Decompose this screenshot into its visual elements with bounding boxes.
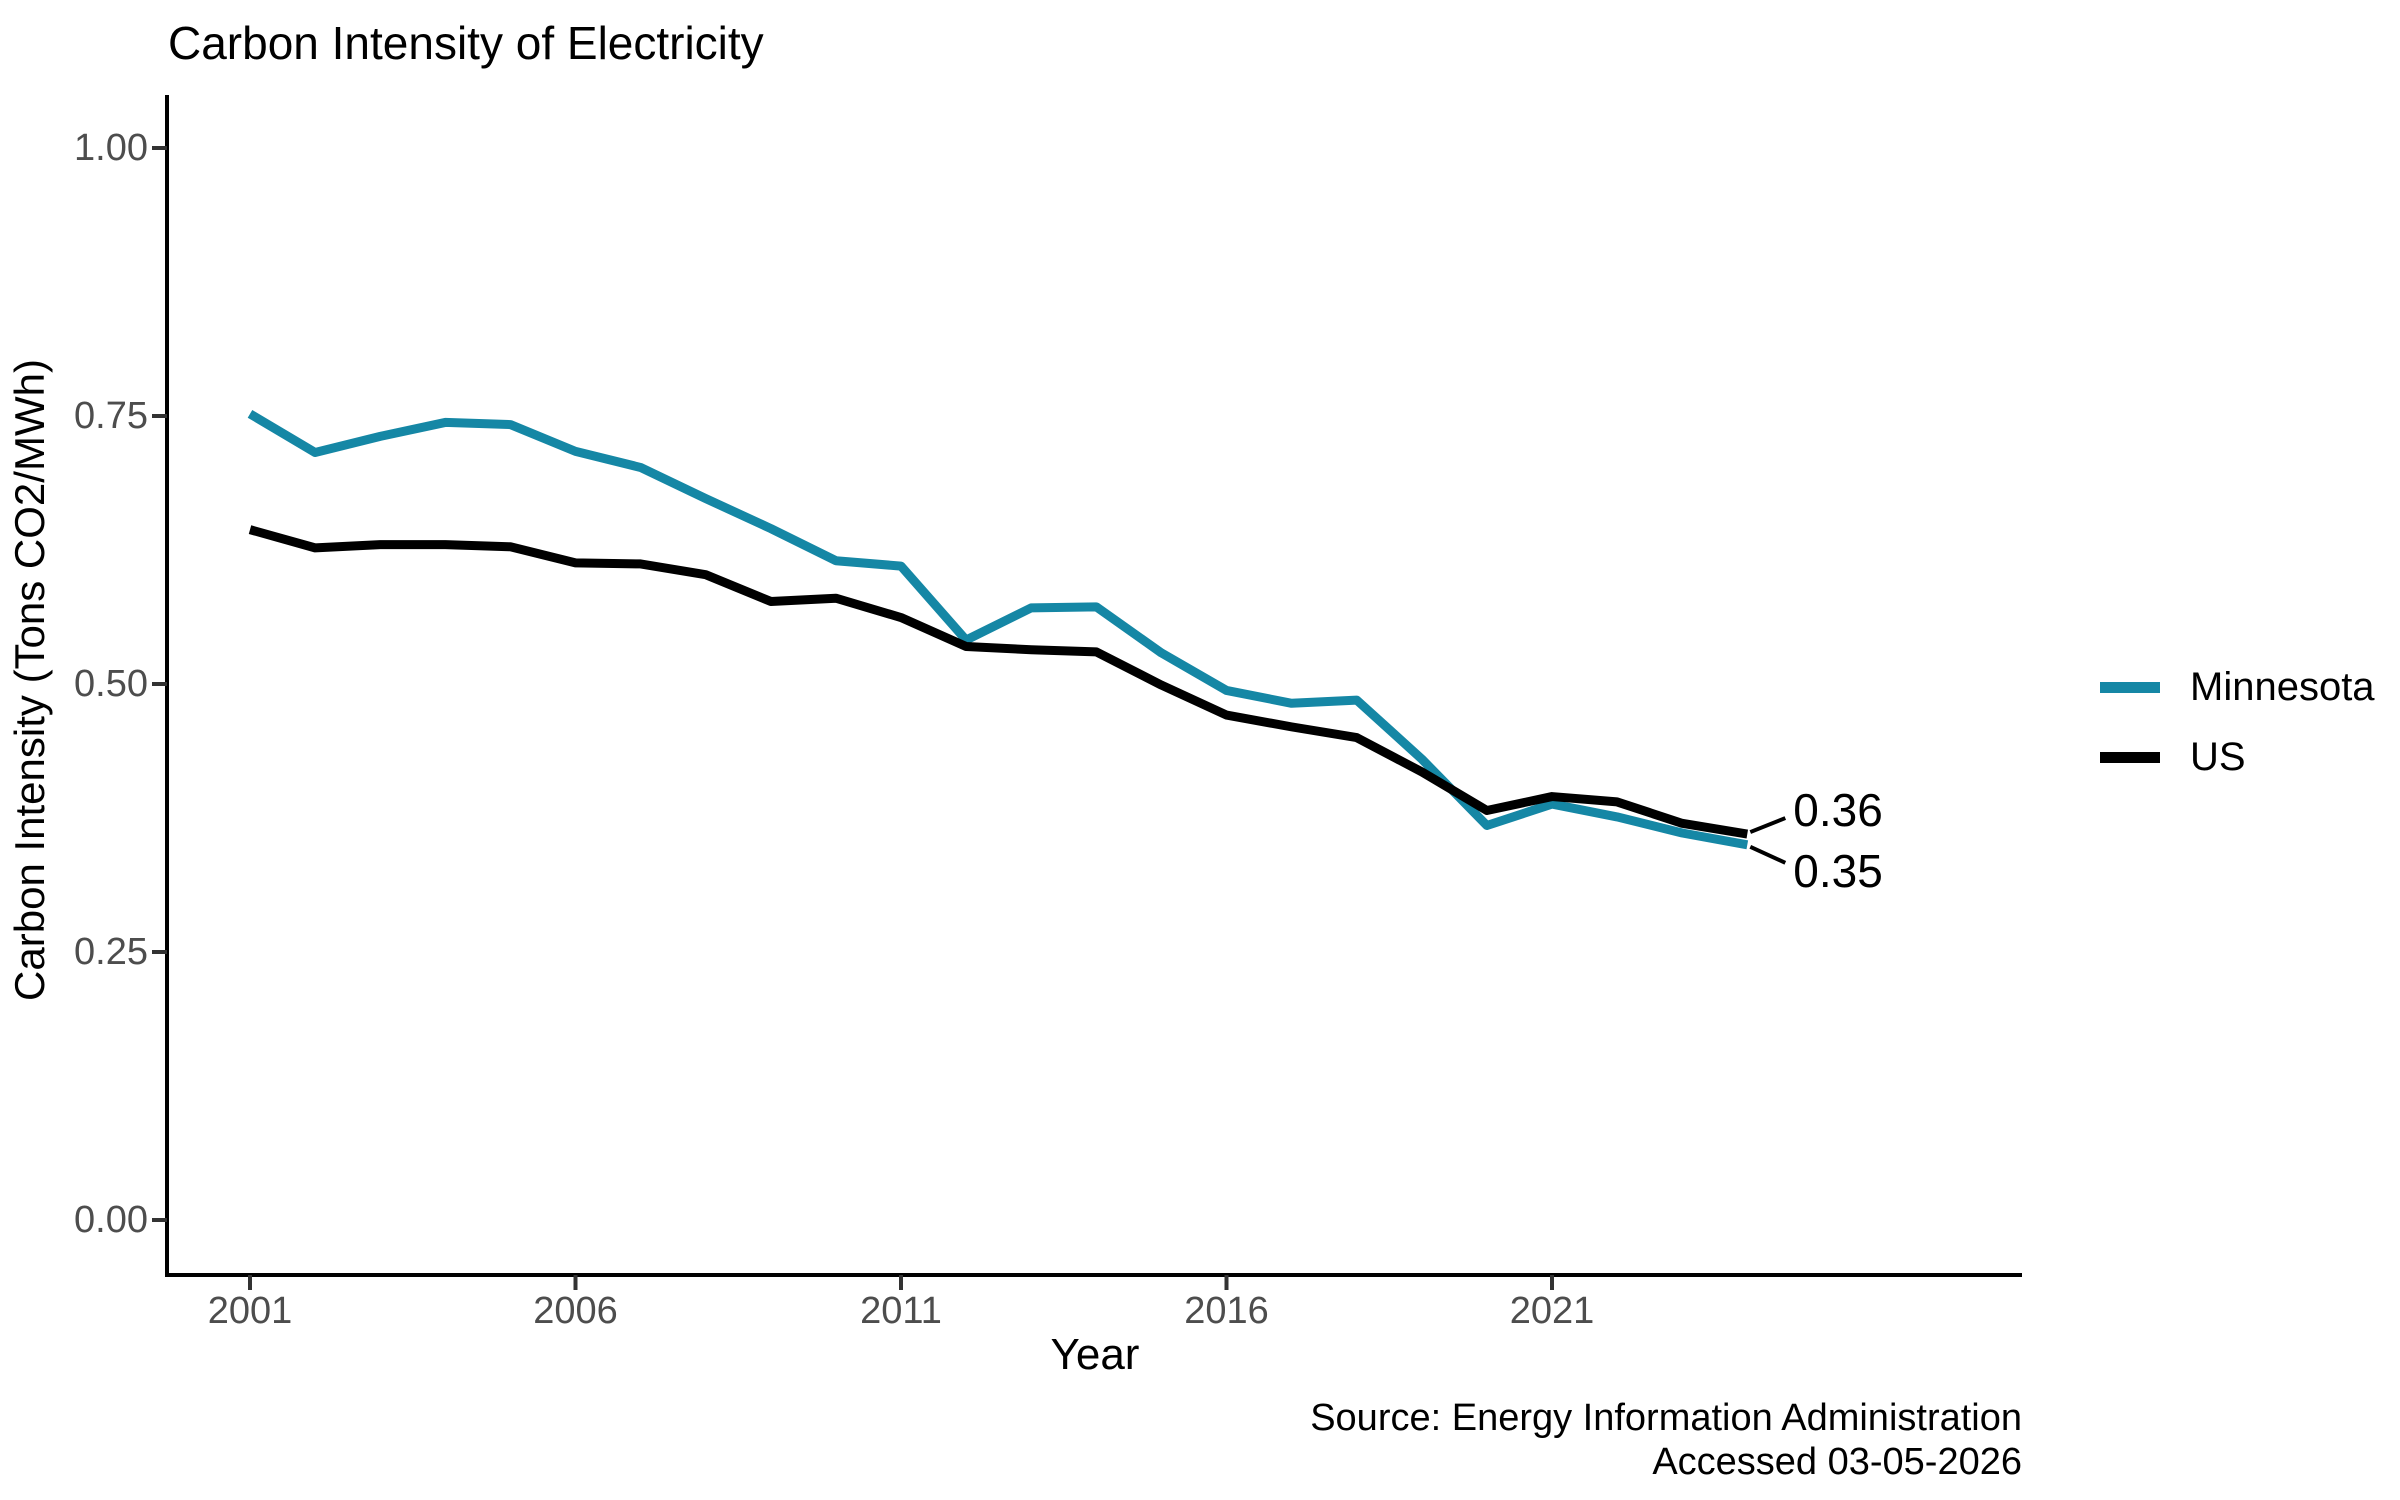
y-tick-label: 0.25 — [74, 931, 148, 973]
mn-label-connector-line — [1749, 844, 1787, 865]
x-tick-label: 2011 — [860, 1290, 942, 1332]
legend-label-minnesota: Minnesota — [2190, 664, 2375, 709]
legend-label-us: US — [2190, 734, 2246, 779]
legend-item-us: US — [2100, 722, 2375, 792]
legend: Minnesota US — [2100, 652, 2375, 792]
y-tick-label: 1.00 — [74, 127, 148, 169]
us-line — [248, 525, 1749, 839]
legend-item-minnesota: Minnesota — [2100, 652, 2375, 722]
accessed-line: Accessed 03-05-2026 — [1652, 1441, 2022, 1483]
y-tick-label: 0.00 — [74, 1199, 148, 1241]
x-axis-title: Year — [1050, 1330, 1140, 1379]
source-attribution: Source: Energy Information Administratio… — [1310, 1396, 2022, 1484]
y-tick-label: 0.50 — [74, 663, 148, 705]
source-line: Source: Energy Information Administratio… — [1310, 1397, 2022, 1439]
minnesota-line-swatch — [2100, 681, 2160, 693]
minnesota-line — [247, 409, 1749, 850]
y-tick-label: 0.75 — [74, 395, 148, 437]
x-tick-label: 2001 — [207, 1290, 293, 1332]
us-line-swatch — [2100, 751, 2160, 763]
us-label-connector-line — [1749, 816, 1787, 834]
us-end-value-label: 0.36 — [1793, 784, 1883, 837]
x-tick-label: 2016 — [1184, 1290, 1269, 1332]
x-tick-label: 2021 — [1509, 1290, 1595, 1332]
x-tick-label: 2006 — [533, 1290, 618, 1332]
chart-title: Carbon Intensity of Electricity — [168, 17, 764, 69]
mn-end-value-label: 0.35 — [1793, 844, 1883, 897]
